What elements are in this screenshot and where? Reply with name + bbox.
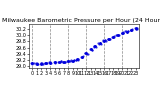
Title: Milwaukee Barometric Pressure per Hour (24 Hours): Milwaukee Barometric Pressure per Hour (… [2, 18, 160, 23]
